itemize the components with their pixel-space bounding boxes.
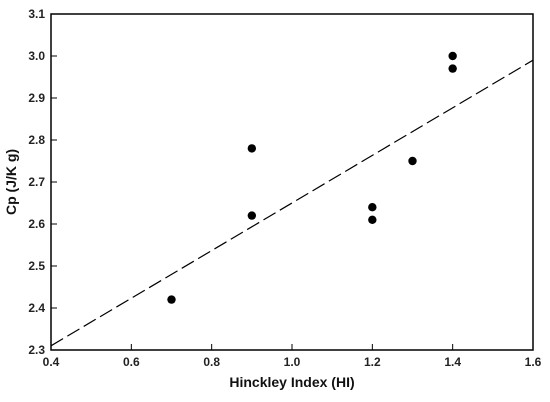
y-tick-label: 2.7 (28, 175, 45, 189)
series-layer (50, 51, 534, 347)
plot-area-frame (50, 13, 534, 351)
y-tick-label: 2.3 (28, 343, 45, 357)
data-point (448, 51, 457, 61)
x-tick-label: 1.4 (444, 355, 461, 369)
data-point (448, 64, 457, 73)
x-tick-label: 0.8 (203, 355, 220, 369)
data-point (167, 295, 176, 304)
data-point (247, 211, 257, 220)
y-tick-label: 3.0 (28, 49, 45, 63)
x-tick-label: 0.6 (123, 355, 140, 369)
x-tick-label: 0.4 (43, 355, 60, 369)
data-point (368, 203, 377, 212)
data-point (408, 156, 417, 166)
y-tick-label: 2.4 (28, 301, 45, 315)
y-tick-label: 2.8 (28, 133, 45, 147)
x-tick-label: 1.2 (364, 355, 381, 369)
x-axis-ticks: 0.4 0.6 0.8 1.0 1.2 1.4 1.6 (43, 344, 542, 369)
y-tick-label: 2.9 (28, 91, 45, 105)
trend-line (50, 59, 534, 347)
y-tick-label: 3.1 (28, 7, 45, 21)
y-axis-ticks: 2.3 2.4 2.5 2.6 2.7 2.8 2.9 3.0 3.1 (28, 7, 57, 357)
y-tick-label: 2.6 (28, 217, 45, 231)
data-point (368, 215, 377, 224)
y-axis-title: Cp (J/K g) (3, 149, 19, 215)
x-axis-title: Hinckley Index (HI) (229, 374, 354, 390)
y-tick-label: 2.5 (28, 259, 45, 273)
x-tick-label: 1.6 (525, 355, 542, 369)
x-tick-label: 1.0 (284, 355, 301, 369)
data-point (247, 144, 257, 153)
